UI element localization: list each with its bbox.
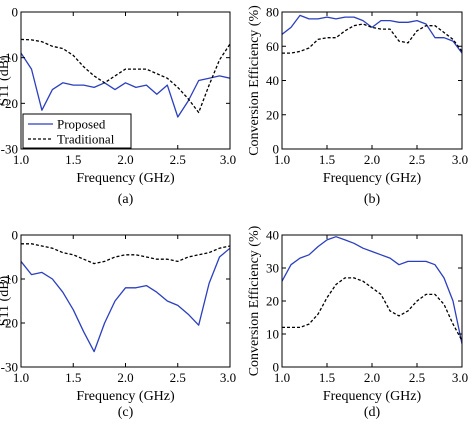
x-tick-label: 2.5 [409,370,425,385]
series-line-solid [21,247,230,353]
plot-frame [20,234,231,368]
x-axis-label: Frequency (GHz) [76,171,175,186]
y-tick-label: -30 [1,360,18,375]
chart-b: 1.0 1.5 2.0 2.5 3.0 80 60 40 20 0 Frequency (GHz) C… [247,5,468,208]
panel-caption: (a) [118,192,134,207]
y-tick-label: 10 [266,327,279,342]
y-tick-label: 30 [266,261,279,276]
x-tick-label: 3.0 [220,152,236,167]
x-axis-label: Frequency (GHz) [76,389,175,404]
y-tick-label: 40 [266,73,279,88]
series-line-dashed [282,277,462,341]
x-axis-label: Frequency (GHz) [323,389,422,404]
panel-caption: (b) [364,192,381,207]
y-tick-label: 0 [12,5,19,20]
y-tick-label: -20 [1,316,18,331]
series-line-dashed [21,243,230,265]
x-tick-label: 1.0 [13,370,29,385]
y-axis-label: S11 (dB) [0,55,12,106]
y-tick-label: 20 [266,107,279,122]
series-line-solid [282,14,462,54]
x-tick-label: 1.0 [274,370,290,385]
x-tick-label: 3.0 [452,152,468,167]
legend-box [22,113,132,149]
x-tick-label: 1.5 [319,152,335,167]
y-tick-label: 80 [266,5,279,20]
x-tick-label: 3.0 [220,370,236,385]
legend-label-traditional: Traditional [57,132,115,147]
x-tick-label: 1.5 [319,370,335,385]
y-tick-label: -10 [1,272,18,287]
x-tick-label: 2.5 [409,152,425,167]
x-tick-label: 1.5 [65,152,81,167]
y-tick-label: -20 [1,96,18,111]
panel-caption: (c) [118,405,134,420]
series-line-solid [282,236,462,345]
y-tick-label: 0 [273,360,280,375]
series-line-proposed [21,52,230,118]
y-axis-label: Conversion Efficiency (%) [247,225,262,376]
y-tick-label: 0 [273,142,280,157]
y-axis-label: Conversion Efficiency (%) [247,5,262,156]
x-tick-label: 2.0 [117,370,133,385]
x-tick-label: 1.0 [13,152,29,167]
series-line-traditional [21,38,230,114]
y-tick-label: -10 [1,50,18,65]
y-tick-label: -30 [1,142,18,157]
panel-caption: (d) [364,405,381,420]
x-tick-label: 1.5 [65,370,81,385]
chart-d: 1.0 1.5 2.0 2.5 3.0 40 30 20 10 0 Frequency (GHz) C… [247,225,468,420]
chart-a: 1.0 1.5 2.0 2.5 3.0 0 -10 -20 -30 Frequency (GHz)… [0,5,236,208]
y-tick-label: 0 [12,228,19,243]
x-tick-label: 2.0 [364,152,380,167]
chart-c: 1.0 1.5 2.0 2.5 3.0 0 -10 -20 -30 Frequency (GHz)… [0,228,236,421]
y-tick-label: 60 [266,39,279,54]
x-tick-label: 2.5 [170,370,186,385]
x-axis-label: Frequency (GHz) [323,171,422,186]
y-axis-label: S11 (dB) [0,275,12,326]
x-tick-label: 2.0 [364,370,380,385]
y-tick-label: 40 [266,228,279,243]
plot-frame [281,11,463,150]
series-line-dashed [282,23,462,54]
legend-label-proposed: Proposed [57,117,106,132]
x-tick-label: 2.0 [117,152,133,167]
x-tick-label: 3.0 [452,370,468,385]
x-tick-label: 2.5 [170,152,186,167]
y-tick-label: 20 [266,294,279,309]
x-tick-label: 1.0 [274,152,290,167]
